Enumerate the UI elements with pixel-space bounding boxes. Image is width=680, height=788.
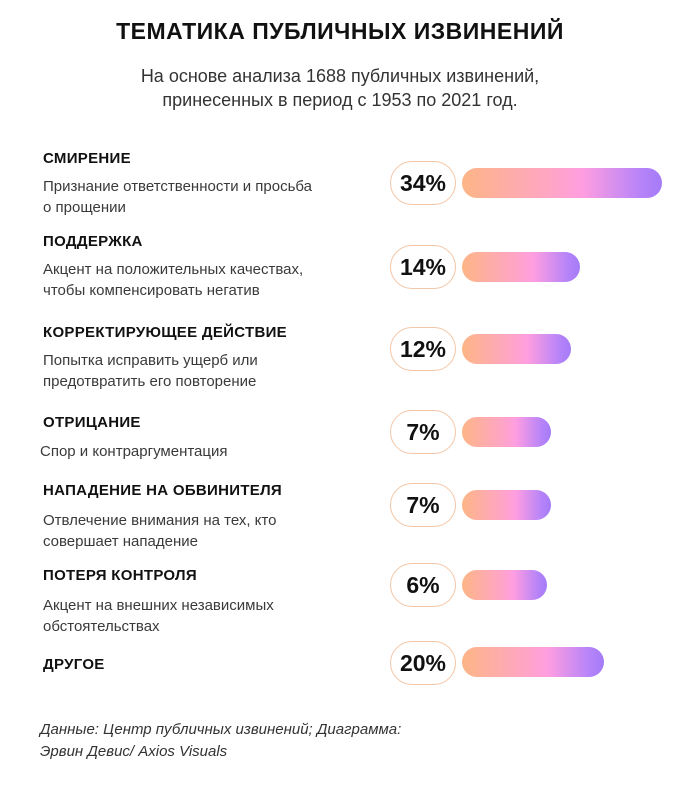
category-description: Акцент на положительных качествах, чтобы…: [43, 259, 373, 301]
category-label: ПОДДЕРЖКА: [43, 233, 143, 250]
category-label: СМИРЕНИЕ: [43, 150, 131, 167]
description-line: Акцент на внешних независимых: [43, 597, 274, 614]
category-description: Отвлечение внимания на тех, кто совершае…: [43, 510, 373, 552]
category-description: Акцент на внешних независимых обстоятель…: [43, 595, 373, 637]
category-description: Признание ответственности и просьба о пр…: [43, 176, 373, 218]
category-label: ДРУГОЕ: [43, 656, 105, 673]
source-note: Данные: Центр публичных извинений; Диагр…: [40, 719, 520, 763]
category-description: Попытка исправить ущерб или предотвратит…: [43, 350, 373, 392]
value-label: 6%: [390, 563, 456, 607]
category-label: НАПАДЕНИЕ НА ОБВИНИТЕЛЯ: [43, 482, 282, 499]
subtitle-line-2: принесенных в период с 1953 по 2021 год.: [162, 90, 518, 110]
value-label: 34%: [390, 161, 456, 205]
value-label: 20%: [390, 641, 456, 685]
bar: [462, 334, 572, 364]
chart-subtitle: На основе анализа 1688 публичных извинен…: [90, 64, 590, 112]
value-label: 12%: [390, 327, 456, 371]
description-line: Признание ответственности и просьба: [43, 178, 313, 195]
category-label: ПОТЕРЯ КОНТРОЛЯ: [43, 567, 197, 584]
source-line: Данные: Центр публичных извинений; Диагр…: [40, 721, 402, 738]
description-line: Акцент на положительных качествах,: [43, 261, 304, 278]
bar: [462, 647, 605, 677]
source-line: Эрвин Девис/ Axios Visuals: [40, 743, 228, 760]
description-line: о прощении: [43, 199, 126, 216]
value-label: 7%: [390, 410, 456, 454]
value-label: 7%: [390, 483, 456, 527]
bar: [462, 417, 551, 447]
category-label: ОТРИЦАНИЕ: [43, 414, 141, 431]
value-label: 14%: [390, 245, 456, 289]
bar: [462, 570, 547, 600]
description-line: совершает нападение: [43, 533, 198, 550]
bar: [462, 490, 551, 520]
description-line: Отвлечение внимания на тех, кто: [43, 512, 277, 529]
description-line: обстоятельствах: [43, 618, 160, 635]
description-line: Спор и контраргументация: [40, 443, 228, 460]
bar: [462, 168, 662, 198]
description-line: Попытка исправить ущерб или: [43, 352, 258, 369]
description-line: чтобы компенсировать негатив: [43, 282, 260, 299]
category-description: Спор и контраргументация: [40, 441, 370, 462]
description-line: предотвратить его повторение: [43, 373, 257, 390]
subtitle-line-1: На основе анализа 1688 публичных извинен…: [140, 66, 540, 86]
bar: [462, 252, 580, 282]
category-label: КОРРЕКТИРУЮЩЕЕ ДЕЙСТВИЕ: [43, 324, 287, 341]
chart-title: ТЕМАТИКА ПУБЛИЧНЫХ ИЗВИНЕНИЙ: [116, 18, 564, 44]
